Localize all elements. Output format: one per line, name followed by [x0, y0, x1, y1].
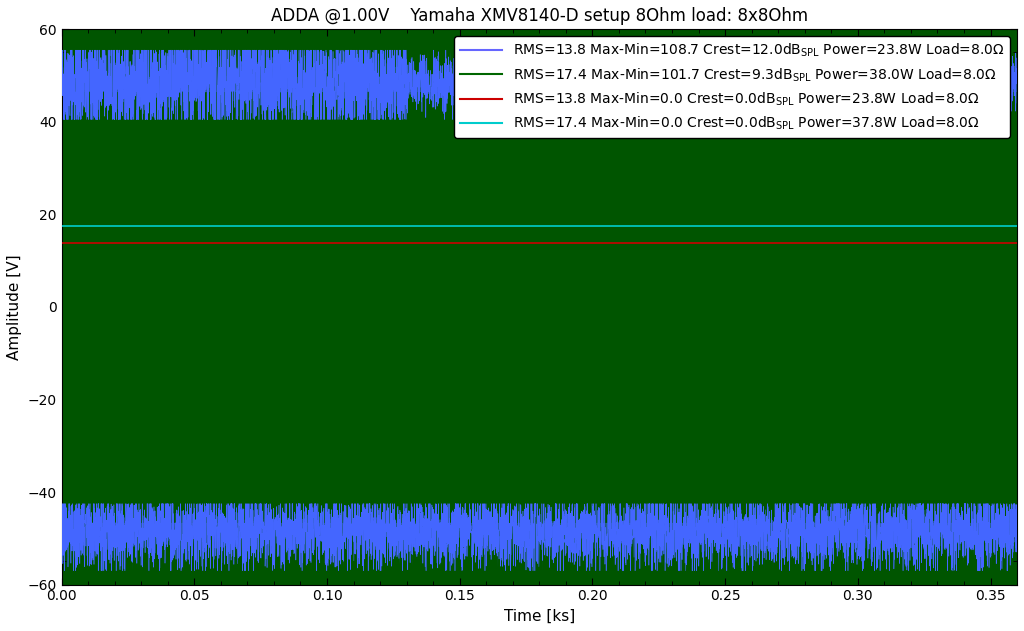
Title: ADDA @1.00V    Yamaha XMV8140-D setup 8Ohm load: 8x8Ohm: ADDA @1.00V Yamaha XMV8140-D setup 8Ohm …	[270, 7, 808, 25]
Y-axis label: Amplitude [V]: Amplitude [V]	[7, 254, 22, 360]
Legend: RMS=13.8 Max-Min=108.7 Crest=12.0dB$_{\mathrm{SPL}}$ Power=23.8W Load=8.0Ω, RMS=: RMS=13.8 Max-Min=108.7 Crest=12.0dB$_{\m…	[455, 36, 1010, 138]
X-axis label: Time [ks]: Time [ks]	[504, 609, 574, 624]
